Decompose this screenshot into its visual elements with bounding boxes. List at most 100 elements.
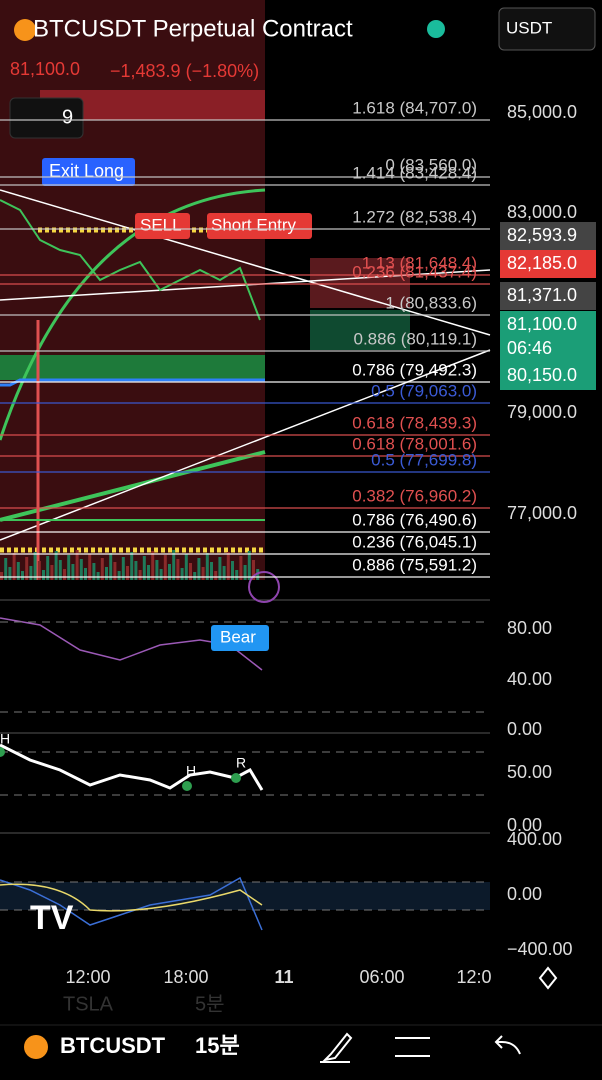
coin-icon: [14, 19, 36, 41]
level-label: 0.236 (76,045.1): [352, 532, 477, 551]
volume-bar: [84, 568, 87, 580]
settings-icon[interactable]: [395, 1037, 430, 1057]
volume-bar: [201, 567, 205, 580]
pane-axis-label: 0.00: [507, 719, 542, 739]
time-axis-label: 06:00: [359, 967, 404, 987]
price-tag: [500, 222, 596, 250]
indicator-toggle[interactable]: [9, 97, 84, 139]
volume-bar: [180, 568, 184, 580]
footer-symbol[interactable]: BTCUSDT: [60, 1033, 166, 1058]
level-label: 1 (80,833.6): [385, 293, 477, 312]
signal-box: [211, 625, 269, 651]
volume-bar: [46, 556, 50, 580]
volume-bar: [172, 550, 176, 580]
currency-select[interactable]: [498, 7, 596, 51]
volume-bar: [12, 553, 16, 580]
signal-box: [42, 158, 135, 186]
pane-axis-label: −400.00: [507, 939, 573, 959]
trend-line: [0, 189, 491, 336]
indicator-count[interactable]: 9: [62, 106, 73, 128]
volume-bar: [29, 566, 33, 580]
pivot: [182, 781, 192, 791]
signal-label: Exit Long: [49, 161, 124, 181]
level-label: 0.786 (79,492.3): [352, 360, 477, 379]
volume-bar: [113, 562, 117, 580]
price-tag-time: 06:46: [507, 338, 552, 358]
signal-label: SELL: [140, 215, 182, 234]
ghost-text: 5분: [195, 993, 225, 1015]
volume-bar: [16, 562, 20, 580]
volume-bar: [105, 567, 108, 580]
volume-bar: [117, 571, 121, 580]
pane-axis-label: 400.00: [507, 829, 562, 849]
tv-logo: TV: [30, 899, 74, 937]
volume-bar: [205, 553, 209, 580]
price-tag-label: 81,371.0: [507, 285, 577, 305]
signal-label: Short Entry: [211, 215, 297, 234]
volume-bar: [121, 557, 125, 580]
volume-bar: [142, 556, 146, 580]
price-tag: [500, 362, 596, 390]
volume-bar: [147, 565, 150, 580]
volume-bar: [54, 551, 58, 580]
price-tag: [500, 250, 596, 278]
footer-interval[interactable]: 15분: [195, 1033, 240, 1058]
price-axis-label: 85,000.0: [507, 102, 577, 122]
price-axis-label: 83,000.0: [507, 202, 577, 222]
volume-bar: [231, 561, 234, 580]
volume-bar: [176, 559, 180, 580]
volume-bar: [4, 558, 8, 580]
volume-bar: [218, 557, 222, 580]
level-label: 0.382 (76,960.2): [352, 486, 477, 505]
volume-bar: [126, 566, 129, 580]
price-tag: [500, 282, 596, 310]
volume: [0, 550, 260, 580]
currency[interactable]: USDT: [506, 18, 552, 37]
volume-bar: [37, 561, 41, 580]
volume-bar: [243, 565, 247, 580]
volume-bar: [130, 552, 134, 580]
volume-bar: [71, 564, 75, 580]
undo-icon[interactable]: [494, 1035, 521, 1055]
level-label: 0.5 (79,063.0): [371, 381, 477, 400]
volume-bar: [63, 569, 66, 580]
volume-bar: [235, 570, 239, 580]
volume-bar: [239, 556, 243, 580]
volume-bar: [58, 560, 62, 580]
volume-bar: [79, 559, 83, 580]
pane-axis-label: 80.00: [507, 618, 552, 638]
volume-bar: [184, 554, 188, 580]
volume-bar: [256, 569, 260, 580]
price-tag-label: 80,150.0: [507, 365, 577, 385]
pivot: [231, 773, 241, 783]
volume-bar: [138, 570, 142, 580]
pivot: [0, 747, 5, 757]
pane-axis-label: 0.00: [507, 815, 542, 835]
zone: [0, 882, 490, 910]
price-axis-label: 79,000.0: [507, 402, 577, 422]
volume-bar: [252, 560, 255, 580]
level-label: 0.886 (80,119.1): [354, 329, 478, 348]
volume-bar: [155, 560, 159, 580]
volume-bar: [214, 571, 218, 580]
level-label: 0.886 (75,591.2): [352, 555, 477, 574]
draw-icon[interactable]: [320, 1032, 353, 1063]
price-tag-label: 82,185.0: [507, 253, 577, 273]
volume-bar: [67, 555, 71, 580]
volume-bar: [92, 563, 96, 580]
alert-icon[interactable]: [248, 571, 280, 603]
settings-icon[interactable]: [538, 966, 558, 990]
level-label: 0.618 (78,439.3): [352, 413, 477, 432]
pane-axis-label: 50.00: [507, 762, 552, 782]
price-axis-label: 77,000.0: [507, 503, 577, 523]
volume-bar: [226, 552, 230, 580]
price-tag: [500, 311, 596, 365]
volume-bar: [8, 567, 12, 580]
pivot-label: R: [236, 755, 246, 771]
volume-bar: [33, 552, 37, 580]
volume-bar: [88, 554, 92, 580]
volume-bar: [189, 563, 192, 580]
volume-bar: [197, 558, 201, 580]
zone: [0, 355, 265, 380]
